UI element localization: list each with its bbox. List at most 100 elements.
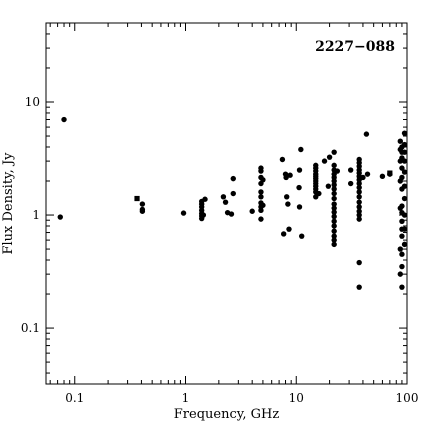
data-point bbox=[331, 223, 337, 229]
data-point bbox=[356, 259, 362, 266]
y-tick-label: 10 bbox=[25, 95, 40, 109]
data-point bbox=[284, 194, 290, 200]
y-tick-label: 1 bbox=[32, 208, 40, 222]
data-point bbox=[347, 180, 354, 187]
data-point bbox=[260, 202, 266, 208]
data-point bbox=[180, 210, 187, 216]
data-point bbox=[296, 167, 303, 173]
x-tick-label: 0.1 bbox=[65, 391, 84, 405]
data-point bbox=[401, 212, 408, 218]
data-points bbox=[57, 116, 408, 290]
data-point bbox=[331, 201, 337, 207]
data-point bbox=[326, 154, 333, 160]
data-point bbox=[331, 241, 337, 248]
x-tick-label: 1 bbox=[182, 391, 190, 405]
data-point bbox=[401, 130, 408, 136]
data-point bbox=[399, 165, 405, 171]
data-point bbox=[401, 183, 408, 189]
data-point bbox=[399, 263, 405, 270]
data-point bbox=[331, 228, 337, 234]
data-point bbox=[399, 174, 405, 181]
data-point bbox=[331, 233, 337, 239]
data-point bbox=[331, 209, 337, 215]
data-point bbox=[139, 201, 146, 207]
data-point bbox=[356, 284, 362, 290]
data-point bbox=[356, 180, 362, 187]
data-point bbox=[401, 241, 408, 248]
data-point bbox=[258, 216, 264, 222]
data-point bbox=[347, 167, 354, 173]
data-point bbox=[334, 168, 341, 174]
data-point bbox=[356, 204, 362, 210]
plot-frame bbox=[45, 22, 408, 385]
data-point bbox=[296, 204, 303, 210]
data-point bbox=[61, 116, 67, 123]
x-tick-label: 100 bbox=[396, 391, 419, 405]
data-point bbox=[287, 172, 293, 178]
data-point bbox=[397, 138, 404, 144]
data-point bbox=[331, 190, 337, 197]
data-point bbox=[356, 199, 362, 205]
data-point bbox=[363, 131, 370, 137]
data-point-square bbox=[134, 195, 140, 202]
x-tick-label: 10 bbox=[289, 391, 304, 405]
data-point bbox=[230, 190, 236, 197]
data-point bbox=[325, 183, 332, 189]
data-point bbox=[401, 195, 408, 202]
data-point bbox=[316, 190, 322, 197]
data-point bbox=[356, 184, 362, 191]
data-point bbox=[296, 184, 302, 191]
data-point bbox=[283, 174, 289, 181]
data-point bbox=[220, 194, 227, 200]
data-point bbox=[260, 177, 266, 183]
data-point bbox=[399, 203, 405, 209]
data-point bbox=[401, 141, 408, 148]
data-point bbox=[258, 189, 264, 195]
data-point bbox=[331, 149, 337, 155]
data-point bbox=[356, 208, 362, 214]
data-point bbox=[401, 149, 408, 155]
data-point bbox=[399, 218, 405, 225]
source-name-annotation: 2227−088 bbox=[315, 39, 395, 55]
data-point bbox=[401, 158, 408, 164]
data-point bbox=[356, 156, 362, 163]
data-point bbox=[331, 205, 337, 211]
data-point bbox=[321, 158, 328, 164]
data-point bbox=[331, 186, 337, 192]
data-point bbox=[331, 195, 337, 202]
data-point bbox=[399, 233, 405, 239]
data-point bbox=[230, 175, 236, 182]
data-point bbox=[202, 196, 208, 202]
tick-labels: 0.1 1 10 100 0.1 1 10 bbox=[21, 95, 419, 405]
y-tick-label: 0.1 bbox=[21, 321, 40, 335]
data-point bbox=[364, 171, 371, 177]
data-point bbox=[331, 213, 337, 220]
data-point bbox=[286, 226, 292, 232]
data-point bbox=[379, 173, 386, 180]
data-point bbox=[331, 162, 337, 169]
data-point bbox=[249, 208, 255, 214]
data-point-square bbox=[387, 170, 393, 176]
data-point bbox=[397, 271, 404, 277]
data-point bbox=[258, 165, 264, 171]
data-point bbox=[401, 169, 408, 175]
data-point bbox=[222, 199, 229, 205]
data-point bbox=[299, 233, 305, 239]
data-point bbox=[331, 182, 337, 188]
data-point bbox=[313, 162, 319, 169]
data-point bbox=[356, 216, 362, 222]
data-point bbox=[397, 246, 404, 252]
data-point bbox=[331, 237, 337, 243]
data-point bbox=[360, 174, 366, 181]
data-point bbox=[200, 212, 207, 218]
data-point bbox=[280, 231, 287, 237]
data-point bbox=[399, 251, 405, 257]
data-point bbox=[285, 201, 291, 207]
data-point bbox=[331, 218, 337, 225]
data-point bbox=[356, 189, 362, 195]
data-point bbox=[57, 214, 63, 220]
data-point bbox=[258, 194, 264, 200]
data-point bbox=[279, 156, 286, 163]
x-axis-label: Frequency, GHz bbox=[174, 407, 280, 422]
